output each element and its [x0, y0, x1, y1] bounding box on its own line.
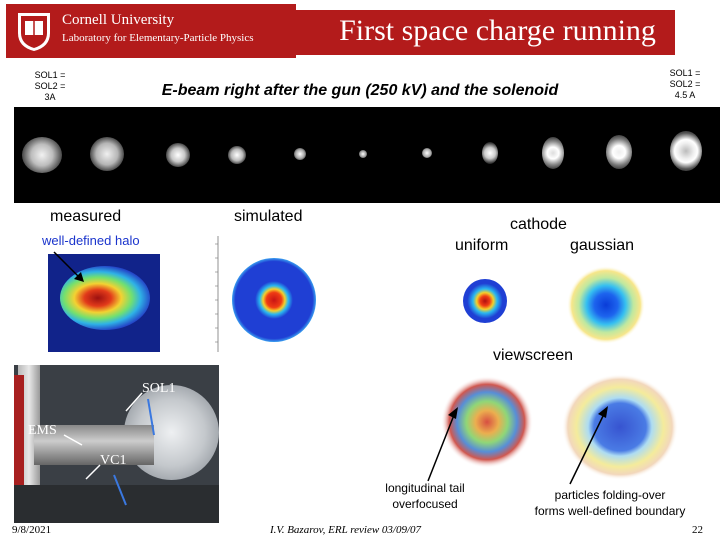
viewscreen-fold-image	[562, 374, 678, 480]
beam-spot	[22, 137, 62, 173]
gaussian-label: gaussian	[570, 237, 635, 254]
beam-spot	[90, 137, 124, 171]
footer-page-number: 22	[692, 524, 703, 536]
beam-image-strip	[14, 107, 720, 203]
fold-caption-line2: forms well-defined boundary	[534, 504, 686, 518]
beam-spot	[670, 131, 702, 171]
viewscreen-label: viewscreen	[493, 347, 574, 364]
sol-right-line3: 4.5 A	[674, 90, 696, 100]
fold-arrow-icon	[569, 406, 608, 485]
photo-floor	[14, 485, 219, 523]
measured-label: measured	[50, 208, 122, 225]
viewscreen-tail-image	[441, 376, 533, 468]
slide-title: First space charge running	[339, 14, 656, 47]
logo-lab-name: Laboratory for Elementary-Particle Physi…	[62, 32, 254, 44]
photo-red-support	[14, 375, 24, 523]
footer-date: 9/8/2021	[12, 524, 52, 536]
tail-caption: longitudinal tail overfocused	[360, 480, 490, 512]
ebeam-heading: E-beam right after the gun (250 kV) and …	[161, 82, 559, 99]
sol-right-line1: SOL1 =	[669, 68, 701, 78]
lab-photo: SOL1 EMS VC1	[14, 365, 219, 523]
tail-caption-line1: longitudinal tail	[385, 481, 465, 495]
cathode-label: cathode	[510, 216, 567, 233]
beam-spot	[606, 135, 632, 169]
cornell-seal-icon	[18, 13, 50, 51]
fold-caption: particles folding-over forms well-define…	[520, 487, 700, 519]
title-banner	[290, 10, 675, 55]
sol-right-label: SOL1 = SOL2 = 4.5 A	[660, 68, 710, 101]
photo-label-sol1: SOL1	[142, 381, 176, 396]
beam-spot	[294, 148, 306, 160]
measured-image	[48, 254, 160, 352]
logo-university-name: Cornell University	[62, 12, 175, 28]
fold-caption-line1: particles folding-over	[554, 488, 666, 502]
beam-spot	[422, 148, 432, 158]
tail-caption-line2: overfocused	[392, 497, 458, 511]
sol-left-line3: 3A	[44, 92, 56, 102]
photo-arrows	[63, 392, 155, 506]
simulated-plot	[210, 232, 350, 358]
beam-spot	[482, 142, 498, 164]
halo-label: well-defined halo	[42, 233, 140, 248]
photo-label-ems: EMS	[28, 423, 57, 438]
simulated-label: simulated	[234, 208, 303, 225]
beam-spot	[166, 143, 190, 167]
footer-author: I.V. Bazarov, ERL review 03/09/07	[270, 524, 422, 536]
uniform-label: uniform	[455, 237, 509, 254]
measured-halo	[60, 266, 150, 330]
tail-arrow-icon	[427, 407, 458, 482]
halo-arrow-icon	[53, 251, 84, 282]
gaussian-cathode-image	[567, 266, 645, 344]
sol-right-line2: SOL2 =	[669, 79, 701, 89]
photo-label-vc1: VC1	[100, 453, 127, 468]
beam-spot	[542, 137, 564, 169]
sol-left-line1: SOL1 =	[34, 70, 66, 80]
beam-spot	[228, 146, 246, 164]
photo-beampipe	[34, 425, 154, 465]
sol-left-line2: SOL2 =	[34, 81, 66, 91]
cornell-logo	[6, 4, 296, 58]
sol-left-label: SOL1 = SOL2 = 3A	[20, 70, 80, 103]
beam-spot	[359, 150, 367, 158]
uniform-cathode-image	[463, 279, 507, 323]
